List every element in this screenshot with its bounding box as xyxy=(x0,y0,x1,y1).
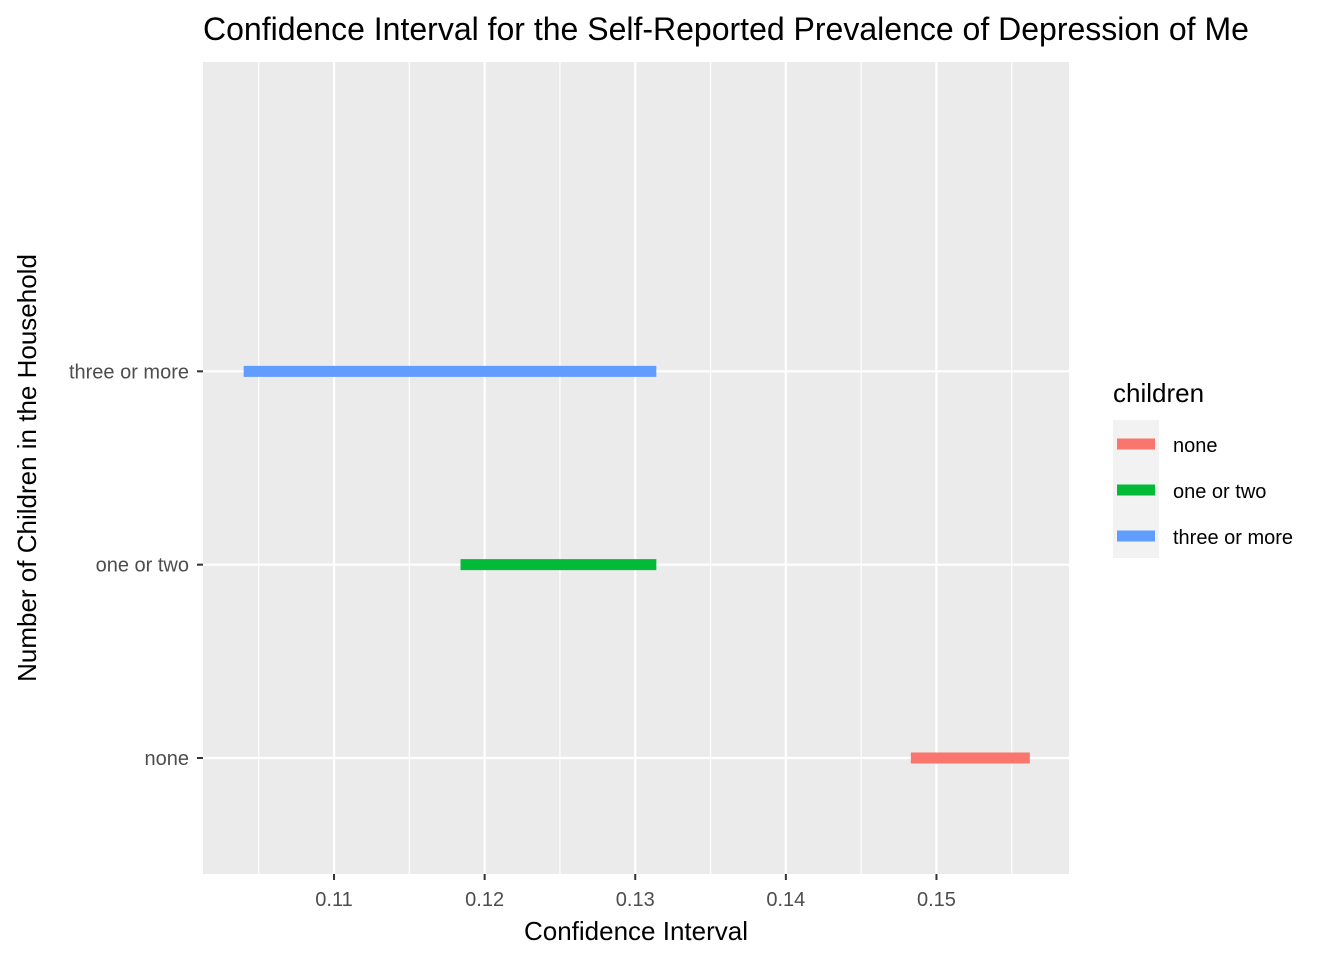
y-axis-title: Number of Children in the Household xyxy=(12,254,42,682)
y-axis: none one or two three or more xyxy=(69,361,203,770)
legend: children none one or two three or more xyxy=(1113,378,1293,558)
x-tick-label: 0.13 xyxy=(616,889,655,911)
y-tick-label: three or more xyxy=(69,361,189,383)
legend-entries: none one or two three or more xyxy=(1117,435,1293,549)
x-tick-label: 0.12 xyxy=(465,889,504,911)
legend-label: three or more xyxy=(1173,527,1293,549)
legend-title: children xyxy=(1113,378,1204,408)
interval-segments xyxy=(243,365,1030,764)
x-tick-label: 0.11 xyxy=(315,889,352,911)
x-axis-title: Confidence Interval xyxy=(524,916,748,946)
x-axis: 0.11 0.12 0.13 0.14 0.15 xyxy=(315,874,956,911)
y-tick-label: one or two xyxy=(96,555,189,577)
legend-label: one or two xyxy=(1173,481,1266,503)
chart-title: Confidence Interval for the Self-Reporte… xyxy=(203,11,1249,47)
y-tick-label: none xyxy=(145,748,190,770)
minor-grid-lines xyxy=(258,62,1013,874)
x-tick-label: 0.14 xyxy=(766,889,805,911)
x-tick-label: 0.15 xyxy=(917,889,956,911)
legend-label: none xyxy=(1173,435,1218,457)
